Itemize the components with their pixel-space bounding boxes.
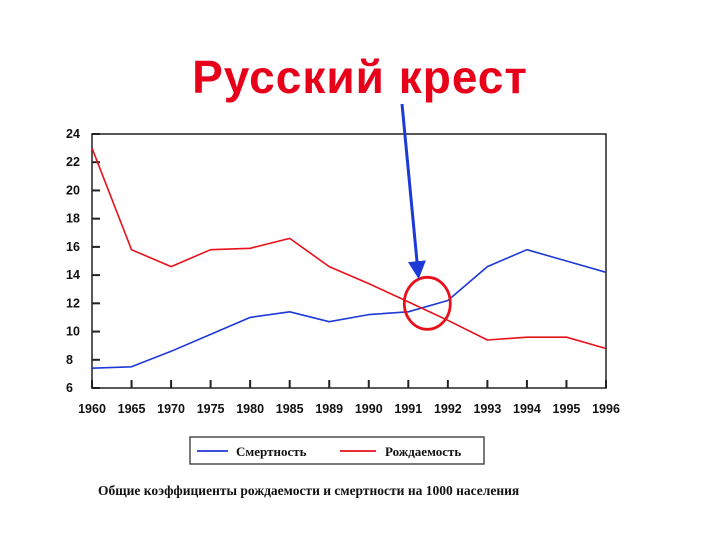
crossing-highlight-circle [402,275,452,331]
y-tick-label: 18 [66,212,80,226]
page-title: Русский крест [192,51,528,103]
x-tick-label: 1960 [78,402,106,416]
annotation-arrow [400,103,426,280]
legend-label: Смертность [236,444,307,459]
y-tick-label: 24 [66,127,80,141]
x-tick-label: 1985 [276,402,304,416]
x-tick-label: 1970 [157,402,185,416]
legend-box [189,436,485,465]
x-tick-label: 1965 [118,402,146,416]
x-tick-label: 1990 [355,402,383,416]
series-line-mortality [91,248,607,369]
y-tick-label: 12 [66,296,80,310]
y-tick-label: 20 [66,183,80,197]
x-tick-label: 1994 [513,402,541,416]
y-tick-label: 8 [66,353,73,367]
legend-label: Рождаемость [385,444,461,459]
x-tick-label: 1996 [592,402,620,416]
x-tick-label: 1980 [236,402,264,416]
chart-caption: Общие коэффициенты рождаемости и смертно… [98,483,520,498]
x-tick-label: 1995 [553,402,581,416]
y-tick-label: 6 [66,381,73,395]
series-line-birth [91,147,607,350]
x-tick-label: 1991 [394,402,422,416]
y-tick-label: 22 [66,155,80,169]
x-tick-label: 1989 [315,402,343,416]
y-tick-label: 14 [66,268,80,282]
y-tick-label: 16 [66,240,80,254]
x-tick-label: 1975 [197,402,225,416]
x-tick-label: 1993 [473,402,501,416]
y-tick-label: 10 [66,325,80,339]
plot-frame [91,133,607,389]
x-tick-label: 1992 [434,402,462,416]
